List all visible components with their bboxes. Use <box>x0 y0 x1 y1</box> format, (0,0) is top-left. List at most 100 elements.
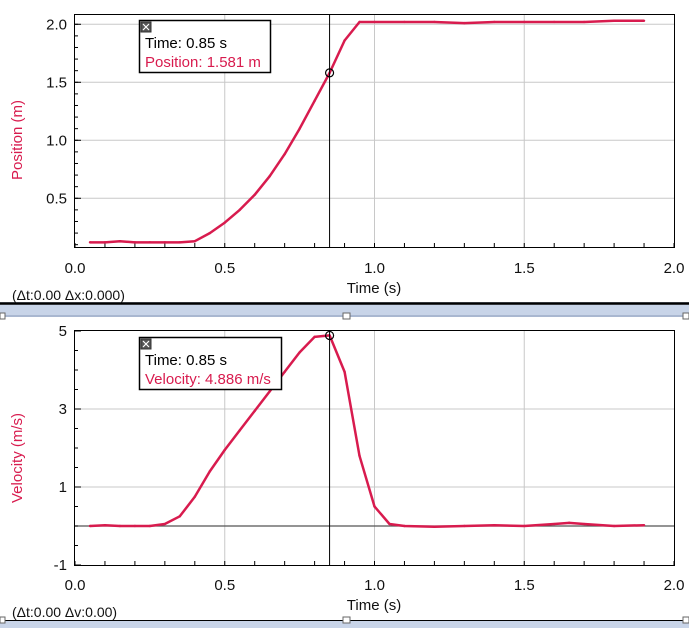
position-y-tick-label: 1.5 <box>46 74 67 91</box>
position-data-point <box>178 241 182 244</box>
velocity-y-tick-label: 5 <box>59 323 67 340</box>
position-data-point <box>463 21 466 25</box>
velocity-graph[interactable]: 0.0 0.5 1.0 1.5 2.0 -1 1 3 5 Time (s) Velocity … <box>9 323 684 620</box>
velocity-data-point <box>358 454 361 457</box>
position-data-point <box>343 39 346 42</box>
velocity-data-point <box>163 522 167 526</box>
position-data-point <box>313 99 316 103</box>
close-icon-glyph <box>142 340 150 348</box>
velocity-data-point <box>463 524 466 528</box>
velocity-data-point <box>118 524 122 528</box>
position-data-point <box>268 175 271 178</box>
position-data-point <box>582 20 586 24</box>
velocity-data-point <box>612 524 616 528</box>
position-data-point <box>103 241 107 244</box>
position-axis-ylabel: Position (m) <box>9 100 26 180</box>
position-data-point <box>298 127 301 130</box>
position-plot-frame <box>74 14 675 248</box>
position-data-point <box>358 20 361 24</box>
velocity-plot-frame <box>74 330 675 566</box>
velocity-data-point <box>313 335 316 339</box>
position-data-point <box>642 19 646 22</box>
velocity-data-point <box>178 515 182 518</box>
position-data-point <box>223 221 226 224</box>
position-data-point <box>88 241 92 244</box>
position-x-tick-label: 0.0 <box>65 260 86 277</box>
bottom-handle-right[interactable] <box>682 616 689 624</box>
velocity-y-tick-label: 1 <box>59 479 67 496</box>
panel-splitter[interactable] <box>0 302 689 317</box>
position-data-point <box>283 153 286 156</box>
velocity-data-point <box>582 522 586 526</box>
position-data-point <box>208 231 211 235</box>
position-data-point <box>403 20 406 24</box>
velocity-data-point <box>567 521 571 525</box>
splitter-handle-center[interactable] <box>342 312 351 320</box>
velocity-data-point <box>553 522 556 526</box>
velocity-tooltip[interactable]: Time: 0.85 s Velocity: 4.886 m/s <box>138 336 283 391</box>
velocity-data-point <box>208 470 211 473</box>
position-y-tick-label: 1.0 <box>46 132 67 149</box>
velocity-data-point <box>133 524 137 528</box>
position-data-point <box>523 20 526 24</box>
position-tooltip-value: Position: 1.581 m <box>145 54 261 71</box>
position-tooltip-time: Time: 0.85 s <box>145 35 227 52</box>
position-data-point <box>253 193 256 196</box>
position-x-tick-label: 0.5 <box>214 260 235 277</box>
position-cursor-marker <box>324 68 335 78</box>
position-data-point <box>238 208 241 212</box>
position-data-point <box>118 240 122 243</box>
position-data-point <box>193 240 196 243</box>
velocity-x-tick-label: 2.0 <box>664 577 685 594</box>
position-data-point <box>163 241 167 244</box>
velocity-tooltip-value: Velocity: 4.886 m/s <box>145 371 271 388</box>
velocity-y-tick-label: -1 <box>54 557 67 574</box>
velocity-data-point <box>103 524 107 527</box>
velocity-axis-ylabel: Velocity (m/s) <box>9 413 26 503</box>
velocity-data-point <box>373 505 376 508</box>
velocity-y-tick-label: 3 <box>59 401 67 418</box>
velocity-data-point <box>343 370 346 374</box>
velocity-data-point <box>493 524 496 527</box>
velocity-delta-readout: (Δt:0.00 Δv:0.00) <box>12 604 117 620</box>
velocity-data-point <box>523 524 526 528</box>
velocity-data-point <box>283 370 286 374</box>
position-data-point <box>433 20 436 24</box>
position-tooltip[interactable]: Time: 0.85 s Position: 1.581 m <box>138 19 272 74</box>
close-icon-glyph <box>142 23 150 31</box>
velocity-data-point <box>642 524 646 527</box>
velocity-x-tick-label: 1.0 <box>364 577 385 594</box>
position-data-point <box>553 20 556 24</box>
bottom-handle-center[interactable] <box>342 616 351 624</box>
velocity-data-point <box>268 390 271 393</box>
position-x-tick-label: 1.5 <box>514 260 535 277</box>
velocity-data-point <box>403 524 406 528</box>
velocity-data-point <box>253 409 256 413</box>
velocity-data-point <box>298 351 301 354</box>
velocity-data-point <box>238 429 241 432</box>
position-data-point <box>373 20 376 24</box>
position-x-tick-label: 1.0 <box>364 260 385 277</box>
velocity-data-point <box>193 495 196 498</box>
position-data-point <box>493 20 496 24</box>
velocity-x-tick-label: 1.5 <box>514 577 535 594</box>
position-delta-readout: (Δt:0.00 Δx:0.000) <box>12 287 125 303</box>
position-graph[interactable]: 0.0 0.5 1.0 1.5 2.0 0.5 1.0 1.5 2.0 Time (s) Po… <box>9 14 685 304</box>
velocity-data-point <box>88 524 92 528</box>
splitter-handle-right[interactable] <box>682 312 689 320</box>
velocity-cursor-marker <box>324 330 335 341</box>
splitter-handle-left[interactable] <box>0 312 6 320</box>
velocity-data-point <box>388 522 391 526</box>
position-x-tick-label: 2.0 <box>664 260 685 277</box>
velocity-data-point <box>433 525 436 528</box>
velocity-data-point <box>148 524 152 528</box>
position-data-point <box>148 241 152 244</box>
bottom-bar[interactable] <box>0 620 689 628</box>
bottom-handle-left[interactable] <box>0 616 6 624</box>
velocity-x-tick-label: 0.0 <box>65 577 86 594</box>
position-y-tick-label: 0.5 <box>46 190 67 207</box>
position-data-point <box>133 241 137 244</box>
velocity-data-point <box>223 448 226 452</box>
velocity-x-tick-label: 0.5 <box>214 577 235 594</box>
